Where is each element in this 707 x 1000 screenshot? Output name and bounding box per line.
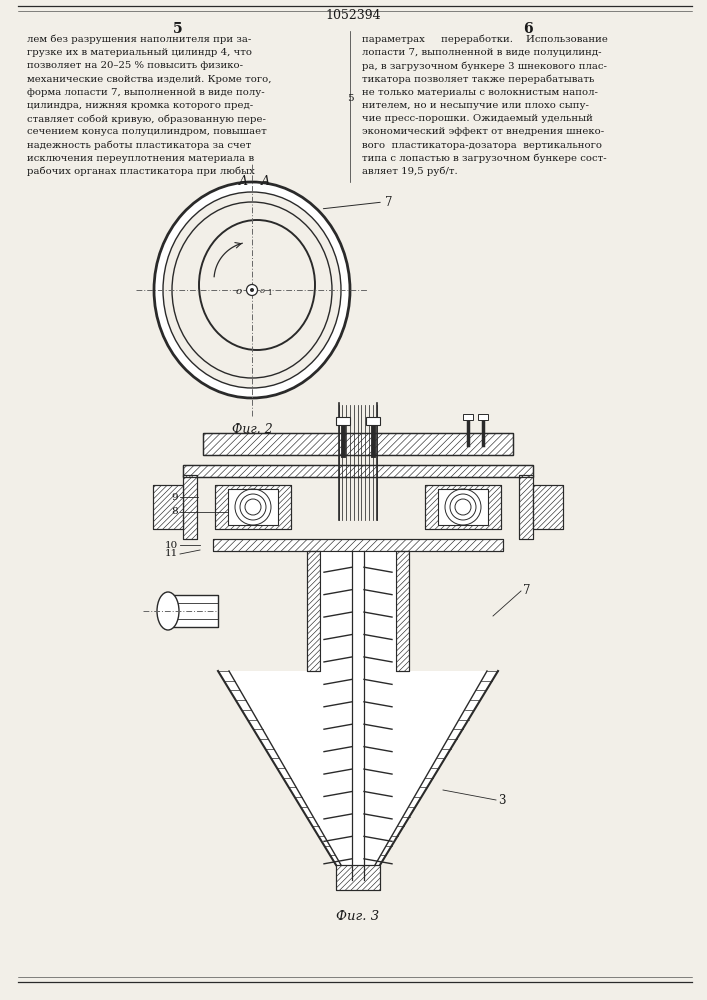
Text: цилиндра, нижняя кромка которого пред-: цилиндра, нижняя кромка которого пред- xyxy=(27,101,253,110)
Bar xyxy=(336,865,380,890)
Ellipse shape xyxy=(172,202,332,378)
Text: исключения переуплотнения материала в: исключения переуплотнения материала в xyxy=(27,154,254,163)
Bar xyxy=(396,551,409,671)
Text: экономический эффект от внедрения шнеко-: экономический эффект от внедрения шнеко- xyxy=(362,127,604,136)
Text: лопасти 7, выполненной в виде полуцилинд-: лопасти 7, выполненной в виде полуцилинд… xyxy=(362,48,602,57)
Bar xyxy=(336,865,380,890)
Bar xyxy=(173,595,218,603)
Text: o: o xyxy=(259,287,264,295)
Bar xyxy=(307,551,320,671)
Text: 6: 6 xyxy=(523,22,533,36)
Polygon shape xyxy=(218,671,498,865)
Text: типа с лопастью в загрузочном бункере сост-: типа с лопастью в загрузочном бункере со… xyxy=(362,154,607,163)
Ellipse shape xyxy=(157,592,179,630)
Ellipse shape xyxy=(163,192,341,388)
Bar xyxy=(183,465,533,477)
Circle shape xyxy=(250,288,254,292)
Bar xyxy=(183,475,197,539)
Bar xyxy=(519,475,533,539)
Bar xyxy=(203,433,513,455)
Bar xyxy=(183,465,533,477)
Bar xyxy=(153,485,183,529)
Text: 1052394: 1052394 xyxy=(325,9,381,22)
Text: Фиг. 3: Фиг. 3 xyxy=(337,910,380,923)
Text: грузке их в материальный цилиндр 4, что: грузке их в материальный цилиндр 4, что xyxy=(27,48,252,57)
Bar xyxy=(307,551,320,671)
Text: лем без разрушения наполнителя при за-: лем без разрушения наполнителя при за- xyxy=(27,35,251,44)
Bar xyxy=(478,414,488,420)
Bar xyxy=(463,414,473,420)
Text: 7: 7 xyxy=(385,196,392,209)
Bar xyxy=(228,489,278,525)
Text: ра, в загрузочном бункере 3 шнекового плас-: ра, в загрузочном бункере 3 шнекового пл… xyxy=(362,61,607,71)
Bar xyxy=(173,619,218,627)
Text: нителем, но и несыпучие или плохо сыпу-: нителем, но и несыпучие или плохо сыпу- xyxy=(362,101,589,110)
Bar xyxy=(366,417,380,425)
Text: механические свойства изделий. Кроме того,: механические свойства изделий. Кроме тог… xyxy=(27,75,271,84)
Text: A – A: A – A xyxy=(239,175,271,188)
Bar xyxy=(203,433,513,455)
Bar xyxy=(396,551,409,671)
Text: 9: 9 xyxy=(171,492,178,502)
Bar xyxy=(519,475,533,539)
Text: Фиг. 2: Фиг. 2 xyxy=(232,423,272,436)
Bar xyxy=(533,485,563,529)
Bar xyxy=(336,417,350,425)
Text: 3: 3 xyxy=(498,794,506,806)
Text: форма лопасти 7, выполненной в виде полу-: форма лопасти 7, выполненной в виде полу… xyxy=(27,88,264,97)
Text: авляет 19,5 руб/т.: авляет 19,5 руб/т. xyxy=(362,167,457,176)
Bar xyxy=(320,551,396,671)
Text: тикатора позволяет также перерабатывать: тикатора позволяет также перерабатывать xyxy=(362,75,595,84)
Text: 8: 8 xyxy=(171,508,178,516)
Text: 5: 5 xyxy=(173,22,183,36)
Text: 1: 1 xyxy=(267,289,271,297)
Bar xyxy=(173,595,218,603)
Bar xyxy=(153,485,183,529)
Text: надежность работы пластикатора за счет: надежность работы пластикатора за счет xyxy=(27,141,251,150)
Text: ставляет собой кривую, образованную пере-: ставляет собой кривую, образованную пере… xyxy=(27,114,266,124)
Text: позволяет на 20–25 % повысить физико-: позволяет на 20–25 % повысить физико- xyxy=(27,61,243,70)
Text: 7: 7 xyxy=(523,584,530,597)
Bar xyxy=(215,485,291,529)
Bar xyxy=(533,485,563,529)
Bar xyxy=(425,485,501,529)
Text: рабочих органах пластикатора при любых: рабочих органах пластикатора при любых xyxy=(27,167,255,176)
Bar xyxy=(425,485,501,529)
Text: чие пресс-порошки. Ожидаемый удельный: чие пресс-порошки. Ожидаемый удельный xyxy=(362,114,593,123)
Bar xyxy=(173,619,218,627)
Bar xyxy=(213,539,503,551)
Bar xyxy=(215,485,291,529)
Bar xyxy=(173,595,218,627)
Text: 11: 11 xyxy=(165,550,178,558)
Text: 5: 5 xyxy=(346,94,354,103)
Bar xyxy=(183,475,197,539)
Text: вого  пластикатора-дозатора  вертикального: вого пластикатора-дозатора вертикального xyxy=(362,141,602,150)
Text: параметрах     переработки.    Использование: параметрах переработки. Использование xyxy=(362,35,608,44)
Ellipse shape xyxy=(154,182,350,398)
Bar xyxy=(438,489,488,525)
Text: не только материалы с волокнистым напол-: не только материалы с волокнистым напол- xyxy=(362,88,598,97)
Circle shape xyxy=(247,284,257,296)
Bar xyxy=(213,539,503,551)
Text: o: o xyxy=(236,287,242,296)
Text: 10: 10 xyxy=(165,540,178,550)
Text: сечением конуса полуцилиндром, повышает: сечением конуса полуцилиндром, повышает xyxy=(27,127,267,136)
